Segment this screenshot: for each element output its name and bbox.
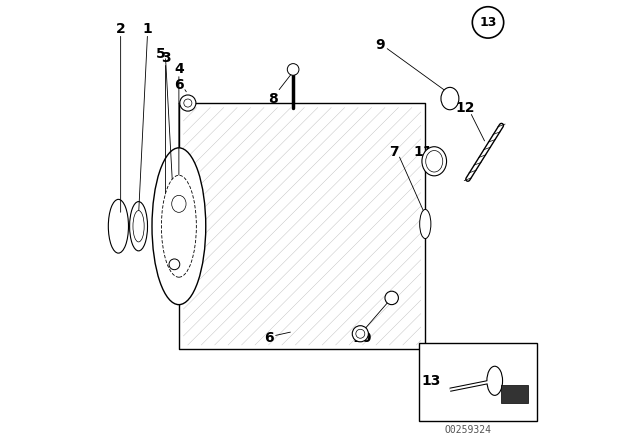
Text: 8: 8 [268, 91, 278, 106]
Ellipse shape [422, 147, 447, 176]
Text: 6: 6 [264, 331, 273, 345]
Text: 13: 13 [421, 374, 441, 388]
Text: 6: 6 [174, 78, 184, 92]
Text: 10: 10 [353, 331, 372, 345]
Text: 13: 13 [479, 16, 497, 29]
Ellipse shape [161, 175, 196, 277]
Ellipse shape [133, 211, 144, 242]
Ellipse shape [426, 151, 443, 172]
Circle shape [180, 95, 196, 111]
Text: O0259324: O0259324 [444, 425, 492, 435]
Text: 4: 4 [174, 62, 184, 77]
Text: 2: 2 [116, 22, 125, 36]
Circle shape [356, 329, 365, 338]
Circle shape [169, 259, 180, 270]
Ellipse shape [152, 148, 206, 305]
Circle shape [287, 64, 299, 75]
Text: 7: 7 [389, 145, 399, 159]
Circle shape [184, 99, 192, 107]
Text: 11: 11 [413, 145, 433, 159]
Text: 3: 3 [161, 51, 170, 65]
Circle shape [385, 291, 398, 305]
Ellipse shape [420, 210, 431, 238]
Ellipse shape [168, 192, 190, 216]
Text: 5: 5 [156, 47, 166, 61]
Text: 9: 9 [376, 38, 385, 52]
Circle shape [352, 326, 369, 342]
Text: 1: 1 [143, 22, 152, 36]
Ellipse shape [487, 366, 502, 396]
Ellipse shape [172, 195, 186, 212]
Ellipse shape [441, 87, 459, 110]
Polygon shape [502, 385, 529, 403]
Ellipse shape [108, 199, 129, 253]
Text: 12: 12 [456, 100, 476, 115]
Circle shape [472, 7, 504, 38]
FancyBboxPatch shape [419, 343, 538, 421]
Ellipse shape [129, 202, 148, 251]
